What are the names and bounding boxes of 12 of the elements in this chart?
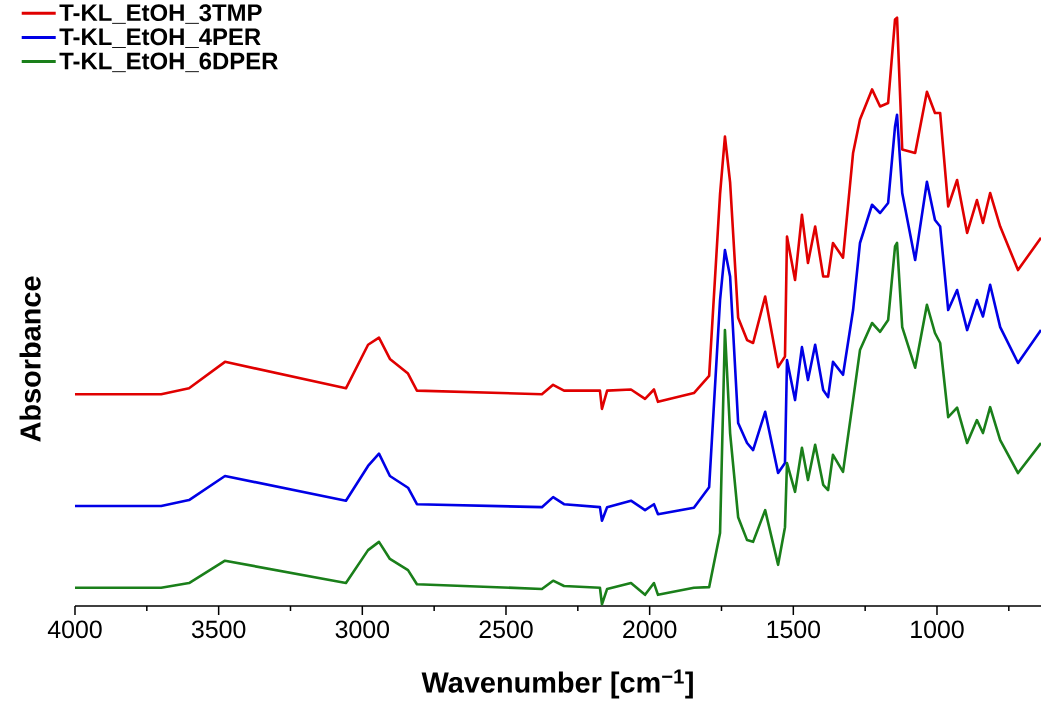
x-tick-label: 2500 [479,620,533,639]
legend-label: T-KL_EtOH_6DPER [59,52,278,73]
x-tick-label: 1500 [767,620,821,639]
legend-label: T-KL_EtOH_3TMP [59,4,262,24]
x-axis-title: Wavenumber [cm$^{−1}$] [421,669,693,699]
x-tick-label: 1000 [911,620,964,639]
y-axis-title: Absorbance [19,276,41,442]
legend-label: T-KL_EtOH_4PER [59,28,261,48]
x-tick-label: 3000 [335,620,390,639]
x-tick-label: 2000 [623,620,677,639]
x-tick-label: 3500 [191,620,246,639]
x-tick-label: 4000 [47,620,102,639]
